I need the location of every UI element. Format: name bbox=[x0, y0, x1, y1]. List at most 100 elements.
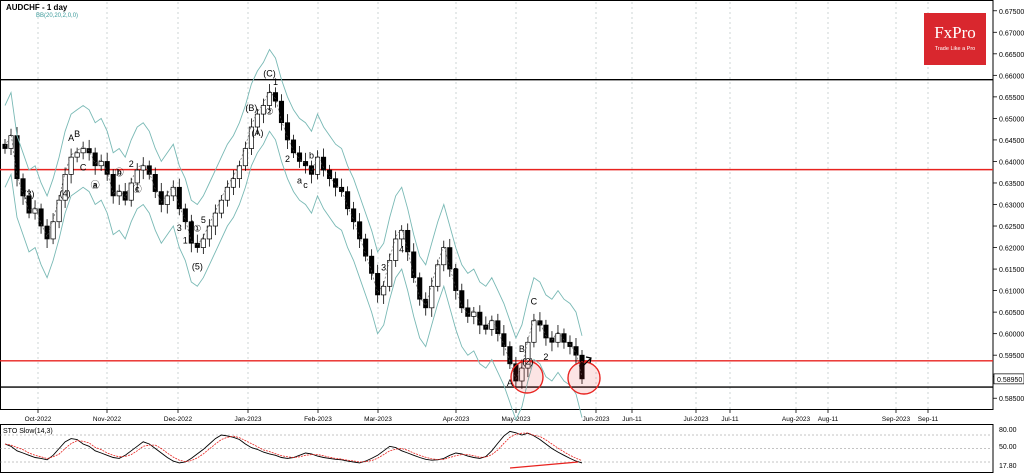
x-tick-label: Mar-2023 bbox=[364, 416, 392, 423]
bollinger-middle-band bbox=[4, 89, 583, 380]
candle-body bbox=[387, 260, 393, 287]
candle-body bbox=[519, 367, 525, 382]
wave-label: A bbox=[507, 378, 513, 388]
candle-body bbox=[128, 182, 134, 201]
candle-body bbox=[14, 135, 20, 180]
wave-label: 5 bbox=[201, 215, 206, 225]
candle-body bbox=[447, 247, 453, 270]
candle-body bbox=[471, 311, 477, 317]
direction-arrow bbox=[582, 356, 592, 367]
candle-body bbox=[327, 169, 333, 180]
chart-title: AUDCHF - 1 day bbox=[6, 3, 68, 12]
y-tick-label: 0.64000 bbox=[999, 159, 1024, 166]
candle-body bbox=[339, 186, 345, 192]
candle-body bbox=[537, 320, 543, 326]
current-price-box bbox=[993, 373, 1024, 385]
bollinger-lower-band bbox=[4, 130, 583, 422]
candle-body bbox=[555, 333, 561, 343]
wave-label: b bbox=[309, 150, 314, 160]
wave-label: c bbox=[135, 184, 140, 194]
y-tick-label: 0.67000 bbox=[999, 30, 1024, 37]
candle-body bbox=[164, 195, 170, 205]
candle-body bbox=[308, 165, 315, 175]
candle-body bbox=[44, 225, 50, 240]
wave-label: (B) bbox=[245, 103, 257, 113]
y-tick-label: 0.66500 bbox=[999, 52, 1024, 59]
stochastic-main-line bbox=[4, 430, 583, 464]
wave-label: C bbox=[80, 163, 87, 173]
candle-body bbox=[152, 174, 158, 192]
candle-body bbox=[200, 238, 206, 248]
x-tick-label: Nov-2022 bbox=[93, 416, 122, 423]
wave-label: 3 bbox=[177, 223, 182, 233]
candle-body bbox=[68, 156, 74, 175]
logo-brand: FxPro bbox=[934, 23, 976, 42]
candle-body bbox=[134, 169, 140, 184]
wave-label: b bbox=[117, 168, 122, 178]
candle-body bbox=[489, 320, 495, 330]
candle-body bbox=[230, 178, 236, 188]
candle-body bbox=[170, 186, 176, 197]
wave-label: c bbox=[303, 180, 308, 190]
wave-label: a bbox=[93, 180, 98, 190]
wave-label: ⓐ bbox=[91, 180, 100, 190]
y-tick-label: 0.58500 bbox=[999, 396, 1024, 403]
y-tick-label: 0.66000 bbox=[999, 73, 1024, 80]
candle-body bbox=[284, 122, 291, 141]
x-tick-label: Aug-11 bbox=[818, 416, 839, 423]
candle-body bbox=[182, 208, 188, 223]
x-tick-label: Jul-2023 bbox=[684, 416, 709, 423]
y-tick-label: 0.63500 bbox=[999, 181, 1024, 188]
candle-body bbox=[357, 221, 363, 240]
wave-label: B bbox=[519, 344, 525, 354]
candle-body bbox=[375, 273, 381, 296]
wave-label: (3) bbox=[24, 189, 35, 199]
wave-label: 2 bbox=[129, 159, 134, 169]
candle-body bbox=[38, 208, 44, 227]
highlight-circle bbox=[567, 361, 601, 395]
candle-body bbox=[248, 126, 254, 149]
candle-body bbox=[435, 264, 441, 287]
candle-body bbox=[266, 92, 273, 106]
y-tick-label: 0.62000 bbox=[999, 246, 1024, 253]
candle-body bbox=[50, 221, 56, 240]
candle-body bbox=[8, 135, 14, 149]
stochastic-level-label: 80.00 bbox=[999, 427, 1017, 434]
candle-body bbox=[573, 346, 579, 356]
y-tick-label: 0.59500 bbox=[999, 353, 1024, 360]
stochastic-level-label: 17.80 bbox=[999, 463, 1017, 470]
candle-body bbox=[459, 290, 465, 309]
candle-body bbox=[116, 191, 122, 197]
candle-body bbox=[296, 152, 303, 162]
y-tick-label: 0.63000 bbox=[999, 203, 1024, 210]
candle-body bbox=[423, 298, 429, 309]
x-tick-label: Aug-2023 bbox=[782, 416, 811, 423]
y-tick-label: 0.61000 bbox=[999, 289, 1024, 296]
divergence-line bbox=[509, 461, 579, 469]
candle-body bbox=[254, 113, 260, 128]
candle-body bbox=[212, 212, 218, 227]
wave-label: (A) bbox=[251, 128, 263, 138]
candle-body bbox=[501, 333, 507, 347]
candle-body bbox=[399, 229, 405, 240]
candle-body bbox=[224, 186, 230, 201]
wave-label: 3 bbox=[381, 262, 386, 272]
wave-label: 5 bbox=[453, 267, 458, 277]
x-tick-label: Jun-2023 bbox=[582, 416, 609, 423]
wave-label: (C) bbox=[263, 69, 276, 79]
candle-body bbox=[405, 229, 411, 253]
y-tick-label: 0.64500 bbox=[999, 138, 1024, 145]
candle-body bbox=[381, 285, 387, 296]
x-tick-label: Dec-2022 bbox=[164, 416, 193, 423]
candle-body bbox=[393, 238, 399, 261]
bollinger-upper-band bbox=[4, 48, 583, 340]
wave-label: 2 bbox=[543, 352, 548, 362]
wave-label: 4 bbox=[189, 219, 194, 229]
x-tick-label: Jul-11 bbox=[721, 416, 739, 423]
stochastic-signal-line bbox=[4, 432, 583, 463]
candle-body bbox=[561, 333, 567, 343]
candle-body bbox=[525, 341, 531, 369]
candle-body bbox=[158, 191, 164, 205]
candle-body bbox=[74, 152, 80, 158]
wave-label: a bbox=[297, 175, 302, 185]
